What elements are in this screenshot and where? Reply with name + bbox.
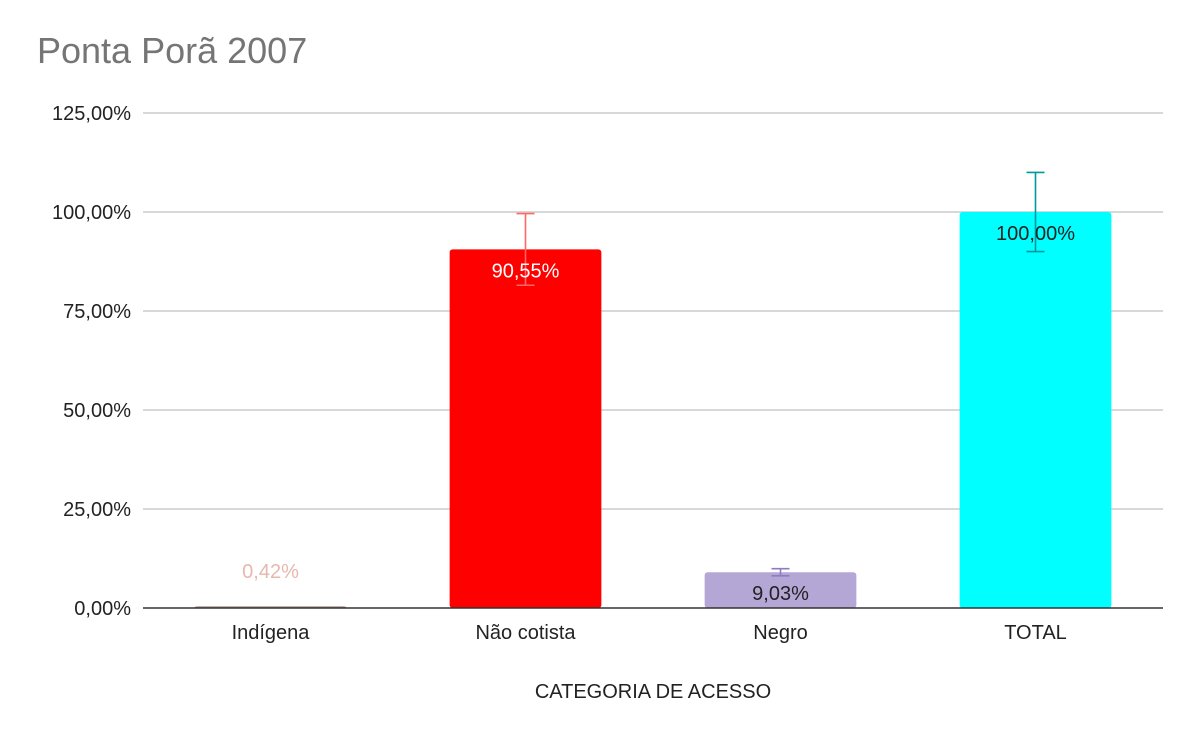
y-tick-label: 75,00% [63, 301, 131, 323]
data-label: 9,03% [752, 583, 809, 605]
x-tick-label: Não cotista [475, 622, 576, 644]
bar [449, 249, 602, 608]
bars [194, 212, 1112, 608]
y-tick-label: 50,00% [63, 400, 131, 422]
axes: 0,00% 25,00% 50,00% 75,00% 100,00% 125,00% Ind… [52, 103, 1163, 644]
x-tick-label: TOTAL [1004, 622, 1067, 644]
chart-title: Ponta Porã 2007 [37, 30, 308, 71]
y-tick-label: 0,00% [74, 598, 131, 620]
error-bars [516, 171, 1045, 577]
data-label: 90,55% [492, 260, 560, 282]
y-tick-label: 125,00% [52, 103, 131, 125]
y-tick-label: 25,00% [63, 499, 131, 521]
data-label: 100,00% [996, 223, 1075, 245]
x-axis-title: CATEGORIA DE ACESSO [535, 681, 771, 703]
bar [959, 212, 1112, 608]
data-label: 0,42% [242, 561, 299, 583]
bar [704, 572, 857, 608]
y-tick-label: 100,00% [52, 202, 131, 224]
x-tick-label: Indígena [232, 622, 311, 644]
x-tick-label: Negro [753, 622, 807, 644]
data-labels: 0,42% 90,55% 9,03% 100,00% [242, 223, 1075, 605]
